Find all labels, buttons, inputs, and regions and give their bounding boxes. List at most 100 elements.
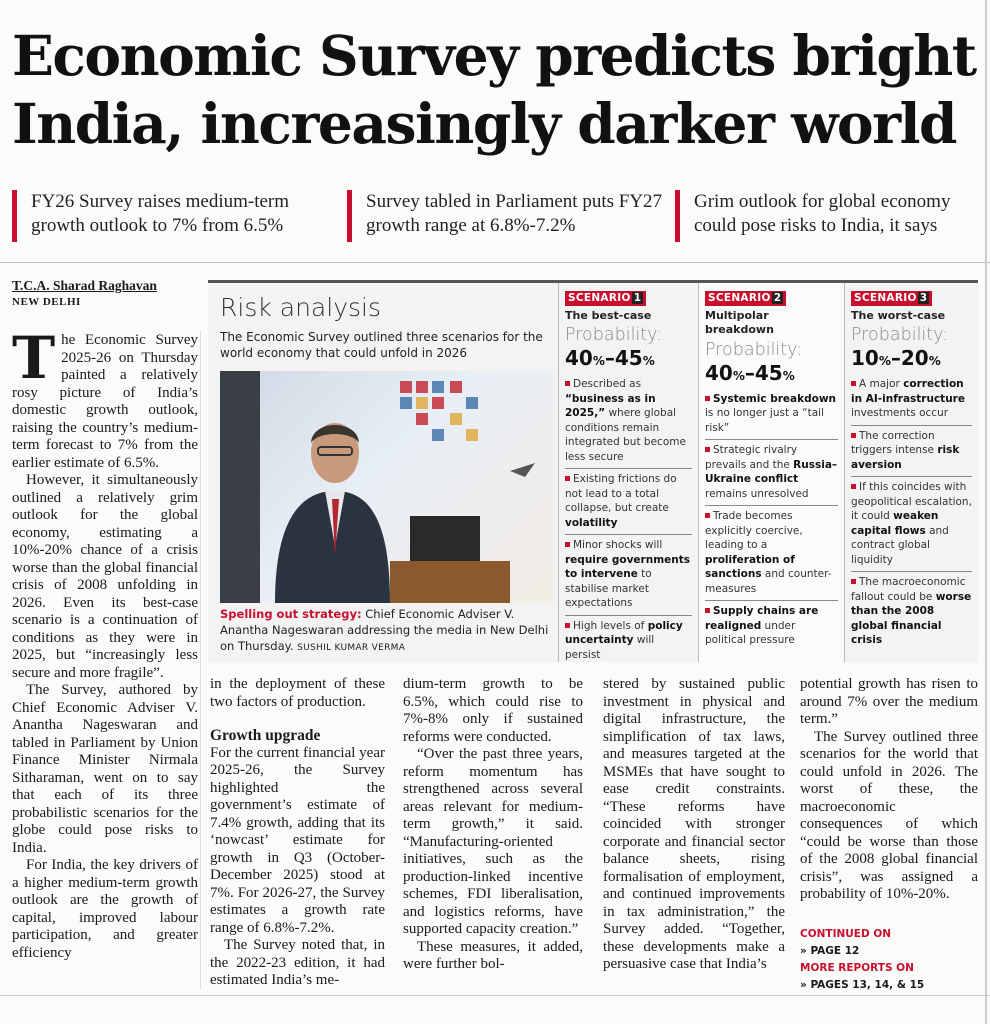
bullet-text: Systemic breakdown [713, 392, 837, 405]
subhead-1: FY26 Survey raises medium-term growth ou… [12, 190, 332, 242]
scenario-number: 3 [917, 292, 930, 304]
probability-high: 45 [614, 346, 643, 370]
bullet-text: Existing frictions do not lead to a tota… [565, 473, 677, 514]
probability-high: 45 [754, 360, 783, 385]
scenario-tag-label: SCENARIO [708, 292, 771, 304]
photo-credit: SUSHIL KUMAR VERMA [297, 643, 406, 653]
bullet-text: risk aversion [851, 444, 960, 471]
bullet-text: worse than the 2008 global financial cri… [851, 590, 972, 647]
paragraph: However, it simultaneously outlined a re… [12, 472, 198, 681]
bullet-text: If this coincides with geopolitical esca… [851, 481, 972, 522]
paragraph: stered by sustained public investment in… [603, 676, 785, 972]
bullet-text: will persist [565, 634, 655, 661]
scenario-bullet: High levels of policy uncertainty will p… [565, 616, 692, 667]
scenario-2: SCENARIO 2 Multipolar breakdown Probability… [698, 283, 844, 662]
bullet-text: Supply chains are realigned [705, 605, 819, 632]
news-photo [220, 371, 553, 603]
scenario-bullet: Existing frictions do not lead to a tota… [565, 469, 692, 535]
bullet-text: “business as in 2025,” [565, 392, 656, 420]
scenario-bullet: Trade becomes explicitly coercive, leadi… [705, 506, 838, 601]
risk-analysis-box: Risk analysis The Economic Survey outlin… [208, 280, 978, 662]
probability-range: 40%–45% [705, 360, 795, 385]
bullet-text: Russia–Ukraine conflict [705, 458, 838, 486]
page-bottom-rule [0, 995, 990, 996]
bullet-text: and counter-measures [705, 568, 832, 595]
paragraph: potential growth has risen to around 7% … [800, 676, 978, 727]
subhead-2: Survey tabled in Parliament puts FY27 gr… [347, 190, 667, 242]
scenario-number: 2 [771, 292, 784, 304]
subhead-3: Grim outlook for global economy could po… [675, 190, 980, 242]
bullet-text: is no longer just a “tail risk” [705, 407, 825, 434]
caption-lead: Spelling out strategy: [220, 607, 362, 621]
bullet-text: correction in AI-infrastructure [851, 378, 965, 405]
bullet-text: Described as [573, 378, 642, 390]
percent-sign: % [642, 354, 655, 368]
article-column-1: T he Economic Survey 2025-26 on Thursday… [12, 324, 198, 962]
bullet-text: weaken capital flows [851, 510, 939, 537]
paragraph: The Survey, authored by Chief Economic A… [12, 682, 198, 856]
paragraph: dium-term growth to be 6.5%, which could… [403, 676, 583, 745]
percent-sign: % [878, 354, 891, 368]
paragraph: The Survey noted that, in the 2022-23 ed… [210, 937, 385, 988]
drop-cap: T [12, 324, 56, 392]
probability-label: Probability: [565, 325, 663, 345]
probability-low: 40 [705, 360, 733, 385]
photo-illustration [220, 371, 535, 603]
bullet-text: investments occur [851, 407, 949, 419]
scenario-tag: SCENARIO 2 [705, 291, 787, 306]
percent-sign: % [732, 368, 745, 383]
percent-sign: % [782, 368, 795, 383]
scenario-tag-label: SCENARIO [854, 292, 917, 304]
divider [0, 262, 990, 263]
scenario-bullet: A major correction in AI-infrastructure … [851, 374, 972, 426]
scenario-1: SCENARIO 1 The best-case Probability: 40%–45… [558, 283, 698, 662]
bullet-text: under political pressure [705, 619, 796, 647]
continued-label: CONTINUED ON [800, 927, 892, 940]
percent-sign: % [592, 354, 605, 368]
probability-range: 40%–45% [565, 346, 655, 370]
scenario-number: 1 [631, 292, 644, 304]
section-subhead: Growth upgrade [210, 727, 321, 744]
scenario-bullet: The correction triggers intense risk ave… [851, 426, 972, 477]
continued-page-link[interactable]: » PAGE 12 [800, 944, 860, 957]
bullet-text: Strategic rivalry prevails and the [705, 444, 798, 471]
probability-low: 40 [565, 346, 593, 370]
scenario-3: SCENARIO 3 The worst-case Probability: 10%–2… [844, 283, 978, 662]
headline: Economic Survey predicts bright India, i… [12, 23, 977, 156]
paragraph: For India, the key drivers of a higher m… [12, 857, 198, 961]
scenario-bullet: Described as “business as in 2025,” wher… [565, 374, 692, 469]
scenario-title: The worst-case [851, 308, 946, 322]
article-column-4: stered by sustained public investment in… [603, 676, 785, 974]
bullet-text: and contract global liquidity [851, 524, 949, 566]
more-reports-label: MORE REPORTS ON [800, 961, 914, 974]
scenario-title: The best-case [565, 308, 652, 322]
photo-caption: Spelling out strategy: Chief Economic Ad… [220, 606, 560, 656]
page-edge [985, 0, 987, 1024]
caption-text: Chief Economic Adviser V. Anantha Nagesw… [220, 607, 549, 653]
article-column-5: potential growth has risen to around 7% … [800, 676, 978, 994]
scenario-bullet: Strategic rivalry prevails and the Russi… [705, 440, 838, 506]
column-divider [200, 330, 201, 990]
bullet-text: proliferation of sanctions [705, 553, 795, 581]
risk-analysis-title: Risk analysis [220, 293, 381, 322]
bullet-text: The correction triggers intense [851, 429, 938, 457]
bullet-text: High levels of [573, 619, 648, 632]
paragraph: “Over the past three years, reform momen… [403, 746, 583, 937]
dateline: NEW DELHI [12, 296, 81, 308]
paragraph: in the deployment of these two factors o… [210, 676, 385, 710]
scenario-bullet: Supply chains are realigned under politi… [705, 601, 838, 652]
scenario-bullet: The macroeconomic fallout could be worse… [851, 572, 972, 652]
paragraph: The Survey outlined three scenarios for … [800, 728, 978, 903]
more-reports-link[interactable]: » PAGES 13, 14, & 15 [800, 978, 925, 991]
scenario-bullet: Systemic breakdown is no longer just a “… [705, 389, 838, 440]
byline: T.C.A. Sharad Raghavan [12, 278, 157, 293]
scenario-tag: SCENARIO 1 [565, 291, 647, 306]
scenario-bullet: If this coincides with geopolitical esca… [851, 477, 972, 572]
bullet-text: policy uncertainty [565, 619, 683, 647]
bullet-text: to stabilise market expectations [565, 568, 652, 609]
scenario-bullet: Minor shocks will require governments to… [565, 535, 692, 616]
bullet-text: A major [859, 378, 904, 390]
bullet-text: where global conditions remain integrate… [565, 407, 686, 463]
bullet-text: require governments to intervene [565, 553, 691, 581]
scenario-title: Multipolar breakdown [705, 308, 774, 337]
